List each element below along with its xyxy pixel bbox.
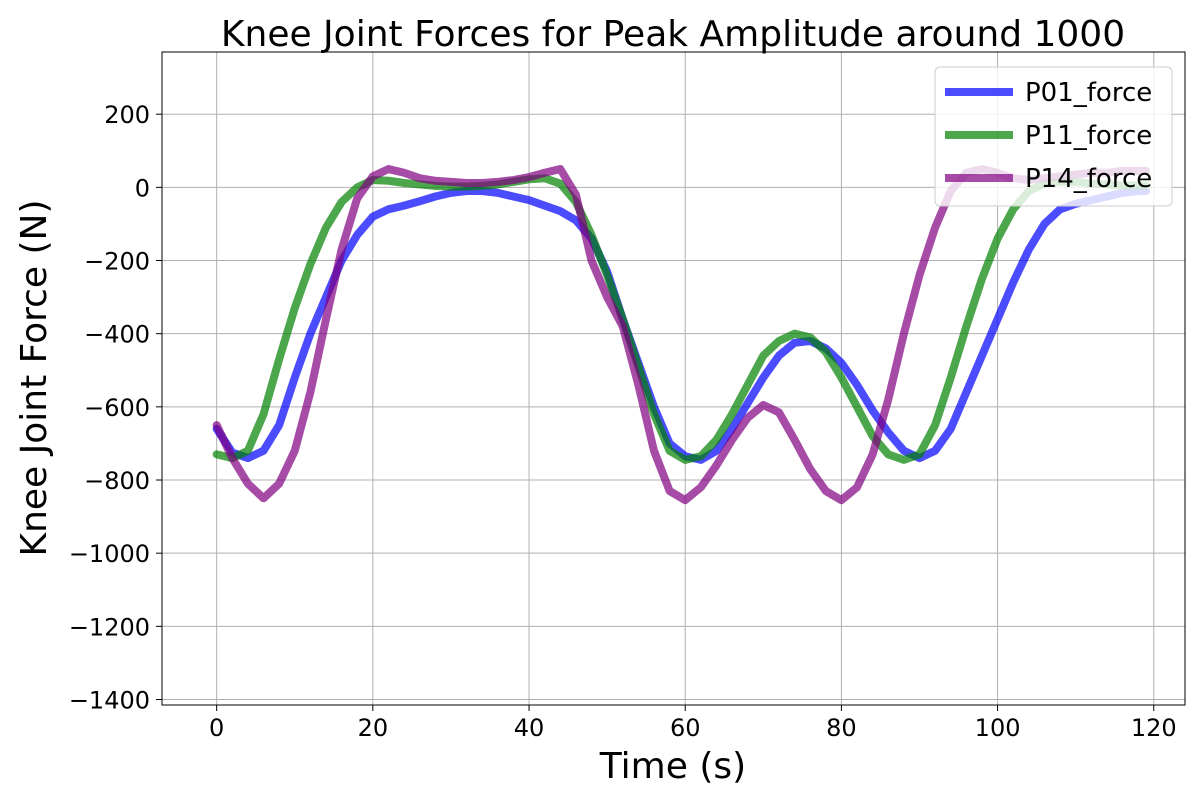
legend-entry-label: P14_force [1025, 164, 1152, 194]
grid-lines [162, 52, 1185, 705]
x-axis: 0 20 40 60 80 100 120 [209, 705, 1177, 742]
x-tick-label: 60 [670, 714, 701, 742]
y-axis-label: Knee Joint Force (N) [14, 199, 55, 556]
y-tick-label: 200 [104, 101, 150, 129]
y-tick-label: 0 [135, 174, 150, 202]
legend-frame [934, 66, 1173, 207]
plot-frame [161, 51, 1186, 706]
legend: P01_force P11_force P14_force [934, 66, 1173, 207]
x-tick-label: 80 [826, 714, 857, 742]
y-tick-label: −200 [84, 248, 150, 276]
y-tick-label: −1200 [69, 613, 150, 641]
y-tick-label: −1400 [69, 687, 150, 715]
x-axis-label: Time (s) [599, 746, 746, 787]
x-tick-label: 100 [975, 714, 1021, 742]
x-tick-label: 40 [514, 714, 545, 742]
y-tick-label: −1000 [69, 540, 150, 568]
x-tick-label: 0 [209, 714, 224, 742]
chart-title: Knee Joint Forces for Peak Amplitude aro… [221, 14, 1125, 55]
y-axis: −1400 −1200 −1000 −800 −600 −400 −200 0 200 [69, 101, 162, 715]
y-tick-label: −400 [84, 321, 150, 349]
legend-entry-label: P01_force [1025, 78, 1152, 108]
x-tick-label: 120 [1131, 714, 1177, 742]
y-tick-label: −600 [84, 394, 150, 422]
x-tick-label: 20 [358, 714, 389, 742]
legend-entry-label: P11_force [1025, 121, 1152, 151]
y-tick-label: −800 [84, 467, 150, 495]
